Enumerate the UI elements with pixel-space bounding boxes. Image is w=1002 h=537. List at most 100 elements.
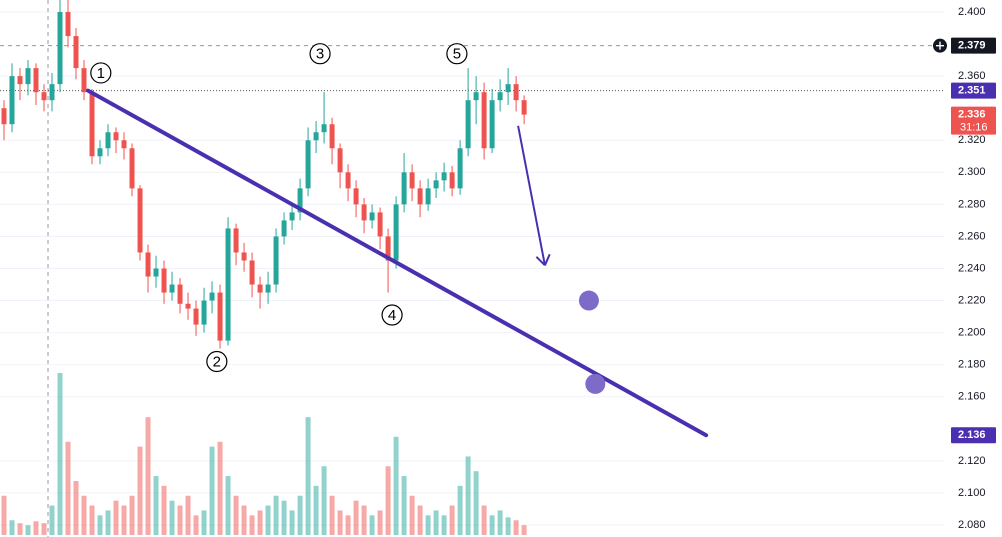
volume-bar: [345, 515, 351, 535]
arrow: [517, 125, 546, 266]
volume-bar: [393, 436, 399, 535]
candle-body: [105, 132, 111, 149]
y-tick-label: 2.400: [958, 6, 986, 18]
trendline: [86, 88, 709, 438]
candle-body: [225, 228, 231, 341]
wave-circle: [381, 304, 403, 326]
volume-bar: [361, 505, 367, 535]
candle-body: [193, 308, 199, 325]
wave-circle: [206, 350, 228, 373]
candle-body: [281, 220, 287, 237]
arrow-head: [543, 253, 551, 266]
volume-bar: [17, 523, 23, 535]
candle-body: [369, 212, 375, 221]
volume-bar: [313, 485, 319, 535]
candle-body: [321, 124, 327, 133]
y-tick-label: 2.160: [958, 391, 986, 403]
candle-body: [145, 252, 151, 277]
candle-body: [513, 84, 519, 101]
volume-bar: [489, 515, 495, 535]
volume-bar: [9, 520, 15, 535]
y-tick-label: 2.280: [958, 198, 986, 210]
volume-bar: [129, 495, 135, 535]
volume-bar: [281, 500, 287, 535]
volume-bar: [441, 515, 447, 535]
volume-bar: [425, 515, 431, 535]
y-tick-label: 2.220: [958, 294, 986, 306]
wave-circle: [309, 43, 331, 65]
candle-body: [497, 92, 503, 101]
candle-body: [417, 188, 423, 205]
volume-bar: [57, 373, 63, 535]
y-tick-label: 2.200: [958, 327, 986, 339]
candle-body: [449, 172, 455, 189]
price-label-box: [951, 106, 996, 135]
candle-body: [297, 188, 303, 213]
volume-bar: [249, 515, 255, 535]
volume-bar: [305, 417, 311, 535]
candle-body: [73, 36, 79, 69]
price-label: 2.379: [958, 40, 986, 52]
price-label: 2.351: [958, 84, 986, 96]
volume-bar: [257, 510, 263, 535]
candle-body: [401, 172, 407, 205]
volume-bar: [177, 505, 183, 535]
candle-body: [329, 124, 335, 149]
candle-body: [161, 268, 167, 293]
y-tick-label: 2.260: [958, 230, 986, 242]
candle-body: [209, 292, 215, 301]
wave-label: 1: [97, 65, 105, 82]
price-label-box: [951, 427, 996, 444]
candle-body: [113, 132, 119, 141]
y-tick-label: 2.360: [958, 70, 986, 82]
volume-bar: [473, 471, 479, 535]
candle-body: [81, 68, 87, 93]
volume-bar: [337, 510, 343, 535]
volume-bar: [121, 505, 127, 535]
candle-body: [425, 188, 431, 205]
volume-bar: [273, 495, 279, 535]
candle-body: [49, 84, 55, 101]
volume-bar: [513, 520, 519, 535]
candle-body: [121, 140, 127, 149]
volume-bar: [73, 481, 79, 535]
candle-body: [249, 260, 255, 285]
candle-body: [137, 188, 143, 253]
y-tick-label: 2.180: [958, 359, 986, 371]
volume-bar: [113, 500, 119, 535]
volume-bar: [193, 515, 199, 535]
volume-bar: [289, 510, 295, 535]
volume-bar: [409, 495, 415, 535]
volume-bar: [25, 525, 31, 535]
candle-body: [33, 68, 39, 93]
candle-body: [97, 148, 103, 157]
volume-bar: [353, 500, 359, 535]
candle-body: [57, 12, 63, 85]
candle-body: [9, 76, 15, 125]
volume-bar: [33, 521, 39, 535]
candle-body: [465, 100, 471, 149]
volume-bar: [217, 441, 223, 535]
candle-body: [169, 284, 175, 293]
candle-body: [305, 140, 311, 189]
volume-bar: [1, 495, 7, 535]
target-dot: [585, 373, 606, 394]
volume-bar: [265, 505, 271, 535]
volume-bar: [433, 510, 439, 535]
volume-bar: [169, 500, 175, 535]
volume-bar: [49, 505, 55, 535]
candle-body: [289, 212, 295, 221]
candle-body: [345, 172, 351, 189]
volume-bar: [185, 495, 191, 535]
candle-body: [457, 148, 463, 189]
volume-bar: [81, 495, 87, 535]
wave-label: 2: [213, 353, 221, 370]
candle-body: [393, 204, 399, 261]
volume-bar: [161, 485, 167, 535]
candle-body: [241, 252, 247, 261]
price-label: 2.336: [958, 109, 986, 121]
wave-label: 4: [388, 307, 396, 324]
volume-bar: [145, 417, 151, 535]
volume-bar: [505, 517, 511, 535]
candle-body: [1, 108, 7, 125]
